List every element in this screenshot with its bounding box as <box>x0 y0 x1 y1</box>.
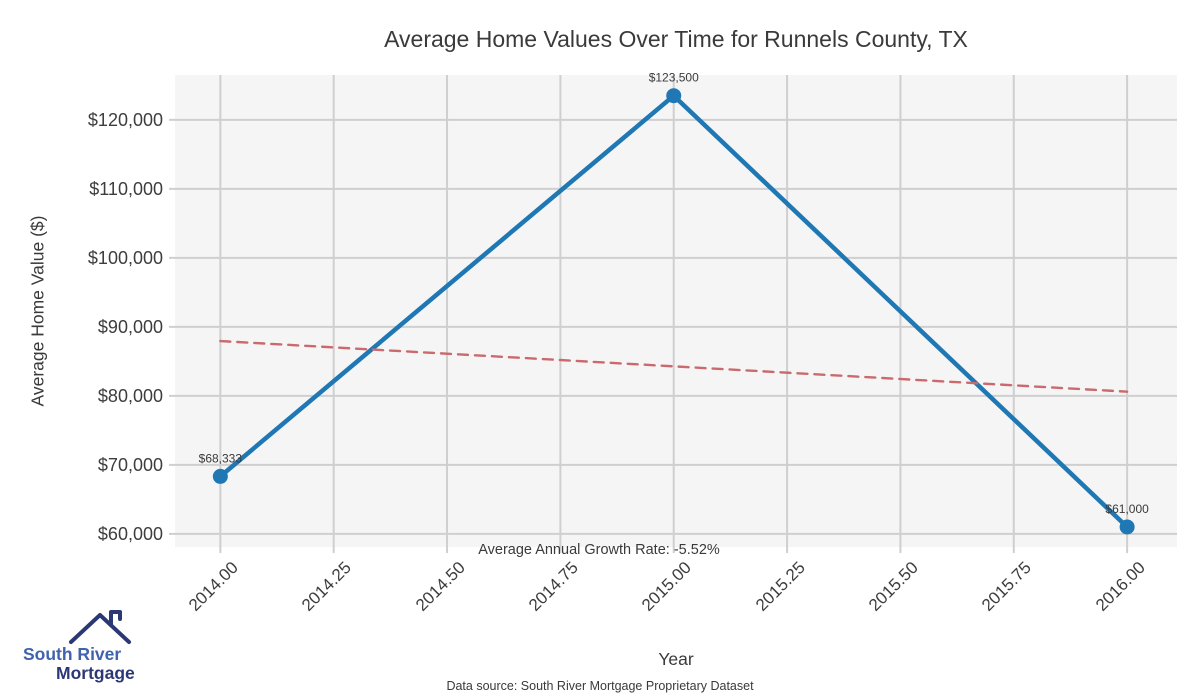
data-point-marker <box>1119 519 1135 535</box>
trend-line <box>219 339 1129 393</box>
y-tick-label: $80,000 <box>97 385 163 406</box>
house-roof-icon <box>69 610 131 644</box>
y-tick-label: $100,000 <box>87 247 163 268</box>
logo-text-line1: South River <box>23 644 122 664</box>
x-axis-title: Year <box>658 649 694 669</box>
logo-text-line2: Mortgage <box>56 663 135 683</box>
point-value-label: $61,000 <box>1105 502 1149 516</box>
point-value-label: $123,500 <box>649 71 699 85</box>
growth-rate-annotation: Average Annual Growth Rate: -5.52% <box>478 542 720 558</box>
y-tick-label: $110,000 <box>89 178 163 199</box>
chart-title: Average Home Values Over Time for Runnel… <box>384 26 968 52</box>
data-source-caption: Data source: South River Mortgage Propri… <box>446 679 754 693</box>
data-point-marker <box>666 88 682 104</box>
south-river-mortgage-logo: South River Mortgage <box>20 608 180 692</box>
y-tick-label: $90,000 <box>97 316 163 337</box>
data-point-marker <box>212 468 228 484</box>
y-tick-label: $60,000 <box>97 523 163 544</box>
y-tick-label: $120,000 <box>87 109 163 130</box>
y-axis-title: Average Home Value ($) <box>27 215 48 407</box>
y-tick-label: $70,000 <box>97 454 163 475</box>
plot-background <box>175 75 1177 547</box>
point-value-label: $68,333 <box>199 451 243 465</box>
